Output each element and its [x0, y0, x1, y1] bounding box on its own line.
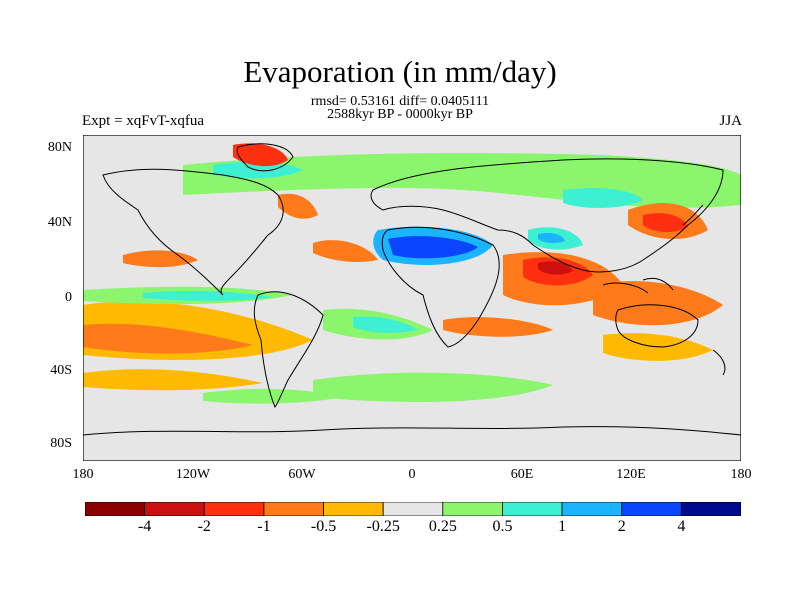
lat-tick-label: 80S [50, 436, 72, 451]
period-line: 2588kyr BP - 0000kyr BP [327, 107, 473, 122]
lon-tick-label: 60W [288, 467, 316, 482]
patch-asia-cyan [563, 188, 643, 208]
colorbar-box [323, 502, 384, 516]
patch-greenland-red [233, 143, 288, 167]
patch-arabia-blue [538, 232, 565, 244]
stats-line: rmsd= 0.53161 diff= 0.0405111 [310, 94, 490, 109]
coast-borneo [642, 277, 674, 291]
lat-tick-label: 40N [47, 215, 72, 230]
patch-south-atlantic-cyan [353, 316, 418, 333]
colorbar-box [382, 502, 444, 516]
coast-eurasia [370, 158, 724, 273]
coast-japan [682, 204, 704, 226]
patch-eq-pacific-cyan [143, 290, 273, 301]
colorbar-label: 1 [558, 518, 567, 535]
patch-ne-pacific-orange [123, 250, 198, 268]
colorbar-box [621, 502, 682, 516]
colorbar-box [263, 502, 324, 516]
colorbar-label: 0.5 [492, 518, 513, 535]
coast-north-america [102, 168, 284, 296]
coast-new-zealand [712, 349, 726, 376]
patch-sw-indian-orange [443, 317, 553, 337]
season-label: JJA [719, 113, 742, 129]
colorbar [85, 502, 741, 516]
patch-sahara-blue [388, 236, 478, 259]
patch-atlantic-orange [313, 240, 378, 263]
lon-tick-label: 120W [175, 467, 211, 482]
colorbar-label: 0.25 [428, 518, 457, 535]
colorbar-label: -0.5 [310, 518, 337, 535]
coast-antarctica [83, 426, 741, 436]
colorbar-label: -4 [137, 518, 152, 535]
lon-tick-label: 180 [730, 467, 752, 482]
lat-tick-label: 40S [50, 363, 72, 378]
coast-australia [615, 304, 699, 348]
plot-title: Evaporation (in mm/day) [243, 54, 557, 89]
colorbar-box [203, 502, 265, 516]
patch-pacific-south-core [83, 323, 253, 354]
colorbar-box [85, 502, 146, 516]
coast-africa [381, 226, 500, 348]
patch-gulfstream-orange [278, 193, 318, 219]
patch-kuroshio-red [643, 213, 688, 233]
lon-tick-label: 0 [408, 467, 416, 482]
coast-south-america [253, 291, 324, 409]
anomaly-patches [83, 143, 741, 404]
colorbar-box [502, 502, 563, 516]
colorbar-box [561, 502, 623, 516]
lat-tick-label: 0 [65, 290, 72, 305]
experiment-label: Expt = xqFvT-xqfua [82, 113, 205, 129]
patch-southern-ocean-green [313, 372, 553, 402]
patch-indian-darkred [538, 261, 573, 275]
colorbar-box [144, 502, 205, 516]
lon-tick-label: 60E [510, 467, 534, 482]
lat-tick-label: 80N [47, 140, 72, 155]
patch-pacific-far-south [83, 369, 263, 391]
coast-greenland [236, 143, 294, 172]
patch-southern-ocean-green-2 [203, 388, 343, 404]
lon-tick-label: 120E [616, 467, 646, 482]
evaporation-map [83, 135, 741, 461]
colorbar-label: -1 [257, 518, 271, 535]
colorbar-label: 2 [617, 518, 626, 535]
colorbar-label: -0.25 [366, 518, 400, 535]
colorbar-box [680, 502, 741, 516]
colorbar-label: -2 [197, 518, 211, 535]
coastlines [83, 143, 741, 436]
colorbar-box [442, 502, 503, 516]
lon-tick-label: 180 [72, 467, 94, 482]
colorbar-label: 4 [677, 518, 686, 535]
coast-indonesia [602, 282, 649, 294]
